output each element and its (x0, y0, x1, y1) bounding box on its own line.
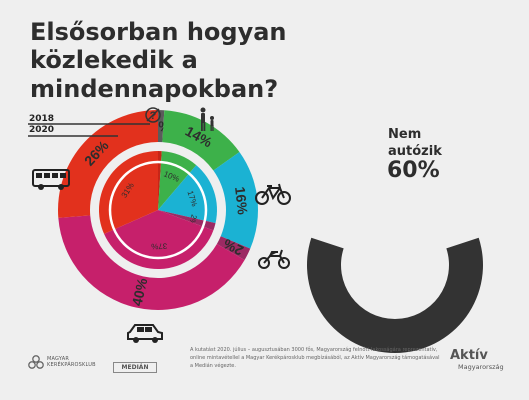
car-icon (127, 324, 163, 343)
inner-slice-0 (158, 151, 162, 210)
outer-label-2: 16% (232, 186, 251, 216)
inner-slice-4 (104, 210, 214, 269)
inner-slice-1 (158, 151, 197, 210)
motorcycle-icon (258, 249, 290, 269)
footnote: A kutatást 2020. július – augusztusában … (190, 347, 440, 369)
aktiv-logo: Aktív Magyarország (450, 348, 504, 371)
inner-ring (108, 160, 208, 260)
aktiv-logo-word: Aktív (450, 348, 488, 363)
outer-label-4: 40% (129, 276, 151, 307)
mode-icons: ? (28, 107, 291, 343)
bus-icon (32, 169, 70, 190)
inner-label-4: 37% (151, 241, 167, 251)
outer-slice-1 (162, 110, 240, 171)
outer-slice-2 (213, 151, 258, 249)
gauge-label: Nem autózik (388, 127, 442, 159)
non-car-gauge (307, 237, 483, 354)
outer-slice-5 (58, 110, 159, 218)
bicycle-icon (255, 183, 291, 205)
legend-2018: 2018 (29, 114, 55, 124)
club-logo-text: MAGYAR KERÉKPÁROSKLUB (47, 356, 96, 368)
legend-2020: 2020 (29, 125, 55, 135)
median-logo: MEDIÁN (113, 362, 157, 373)
question-icon: ? (145, 107, 161, 123)
mode-donut-chart: 1% 14%16%2%40%26%10%17%2%37%31% (58, 110, 258, 310)
aktiv-logo-sub: Magyarország (458, 363, 504, 371)
inner-slice-5 (98, 151, 158, 234)
outer-slice-4 (58, 215, 245, 310)
inner-label-3: 2% (187, 213, 199, 227)
page-title: Elsősorban hogyan közlekedik a mindennap… (30, 18, 287, 103)
club-logo: MAGYAR KERÉKPÁROSKLUB (28, 355, 107, 369)
pedestrian-icon (200, 107, 214, 131)
gauge-arc (307, 237, 483, 354)
inner-slice-2 (158, 165, 217, 224)
outer-slice-3 (216, 236, 251, 260)
club-logo-icon (28, 355, 44, 369)
inner-slice-3 (158, 210, 216, 231)
svg-text:?: ? (150, 110, 157, 122)
gauge-value: 60% (387, 158, 440, 183)
